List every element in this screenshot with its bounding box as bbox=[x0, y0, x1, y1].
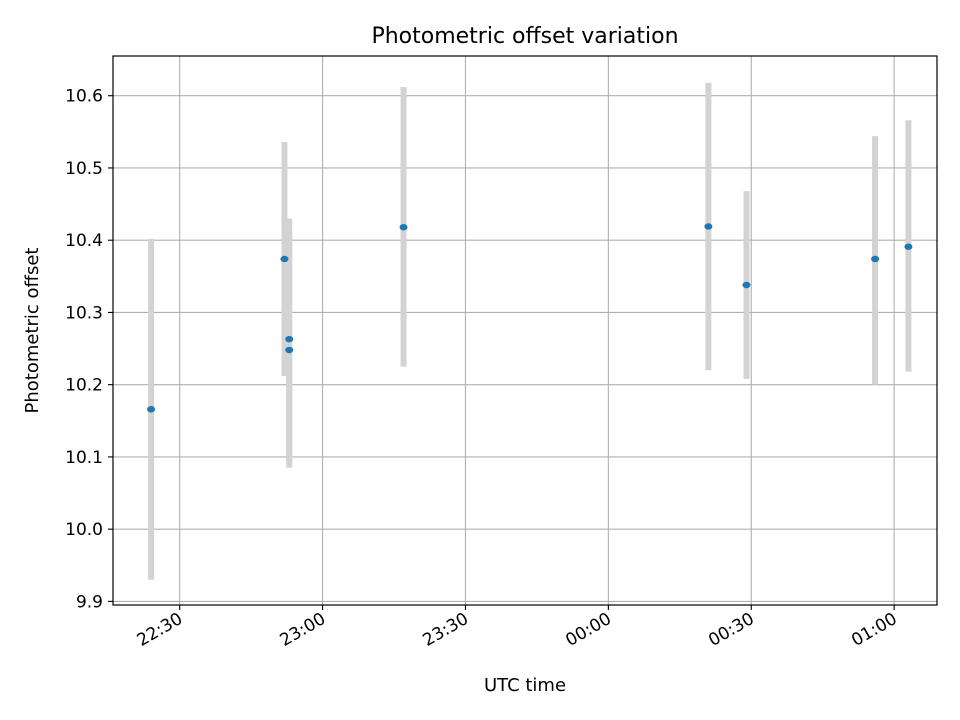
y-tick-label: 9.9 bbox=[76, 592, 103, 612]
y-axis-ticks: 9.9 10.0 10.1 10.2 10.3 10.4 10.5 10.6 bbox=[65, 87, 113, 612]
data-point bbox=[704, 223, 713, 230]
x-tick-label: 01:00 bbox=[848, 609, 900, 651]
grid bbox=[113, 56, 937, 605]
data-point bbox=[285, 346, 294, 354]
x-tick-label: 00:30 bbox=[705, 609, 757, 651]
x-tick-label: 22:30 bbox=[134, 609, 186, 651]
x-axis-ticks: 22:30 23:00 23:30 00:00 00:30 01:00 bbox=[134, 605, 901, 651]
y-tick-label: 10.5 bbox=[65, 159, 103, 179]
error-bars bbox=[148, 82, 912, 580]
y-tick-label: 10.2 bbox=[65, 376, 103, 396]
data-point bbox=[399, 224, 408, 231]
data-points bbox=[147, 223, 913, 413]
x-tick-label: 23:30 bbox=[420, 609, 472, 651]
y-axis-label: Photometric offset bbox=[22, 248, 43, 414]
y-tick-label: 10.0 bbox=[65, 520, 103, 540]
y-tick-label: 10.1 bbox=[65, 448, 103, 468]
x-axis-label: UTC time bbox=[484, 675, 566, 696]
y-tick-label: 10.3 bbox=[65, 303, 103, 323]
data-point bbox=[280, 255, 289, 263]
data-point bbox=[285, 335, 294, 343]
data-point bbox=[742, 281, 751, 289]
plot-frame bbox=[112, 55, 938, 606]
data-point bbox=[904, 243, 913, 250]
data-point bbox=[147, 406, 156, 413]
x-tick-label: 23:00 bbox=[277, 609, 329, 651]
x-tick-label: 00:00 bbox=[562, 609, 614, 651]
y-tick-label: 10.6 bbox=[65, 87, 103, 107]
data-point bbox=[871, 255, 880, 263]
chart-title: Photometric offset variation bbox=[371, 24, 678, 49]
y-tick-label: 10.4 bbox=[65, 231, 103, 251]
